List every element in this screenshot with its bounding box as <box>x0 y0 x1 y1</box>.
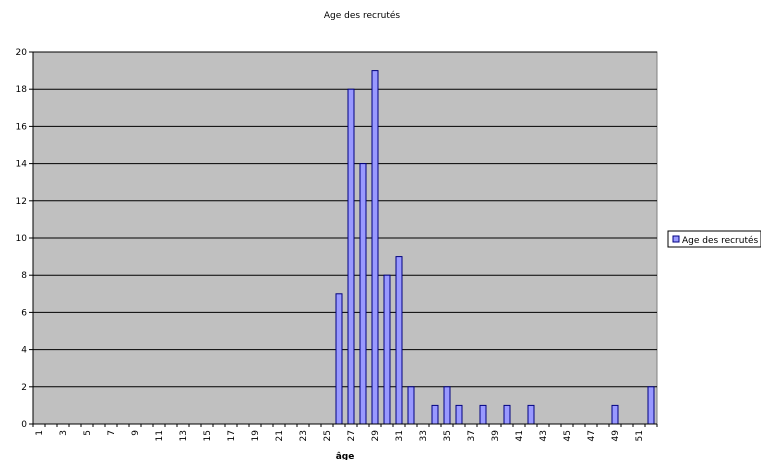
x-axis: 1 3 5 7 9 11 13 15 17 19 21 23 25 27 29 31 33 35 37 39 41 43 4… <box>32 423 658 442</box>
bar-age-29 <box>371 70 379 425</box>
x-tick-label: 41 <box>515 430 525 441</box>
bar-age-42 <box>527 404 535 425</box>
x-tick-label: 9 <box>131 430 141 436</box>
bar-age-26 <box>335 293 343 425</box>
y-tick-label: 10 <box>16 234 28 244</box>
x-tick-label: 11 <box>155 430 165 441</box>
x-tick-label: 31 <box>395 430 405 441</box>
y-tick-label: 20 <box>16 48 28 58</box>
y-tick-label: 18 <box>16 85 28 95</box>
bar-age-38 <box>479 404 487 425</box>
x-tick-label: 3 <box>59 430 69 436</box>
x-tick-label: 37 <box>467 430 477 441</box>
bar-age-35 <box>443 386 451 425</box>
y-axis: 0 2 4 6 8 10 12 14 16 18 20 <box>16 48 34 430</box>
bar-age-40 <box>503 404 511 425</box>
x-tick-label: 47 <box>587 430 597 441</box>
bar-age-36 <box>455 404 463 425</box>
bar-age-52 <box>647 386 655 425</box>
y-tick-label: 14 <box>16 160 28 170</box>
x-tick-label: 15 <box>203 430 213 441</box>
x-tick-label: 43 <box>539 430 549 441</box>
x-tick-label: 23 <box>299 430 309 441</box>
x-tick-label: 21 <box>275 430 285 441</box>
x-tick-label: 51 <box>635 430 645 441</box>
bar-age-32 <box>407 386 415 425</box>
x-tick-label: 5 <box>83 430 93 436</box>
bar-age-28 <box>359 163 367 425</box>
x-tick-label: 45 <box>563 430 573 441</box>
x-tick-label: 33 <box>419 430 429 441</box>
x-tick-label: 17 <box>227 430 237 441</box>
legend-swatch <box>672 235 680 243</box>
legend-box <box>667 230 761 248</box>
x-tick-label: 39 <box>491 430 501 442</box>
y-tick-label: 0 <box>21 420 27 430</box>
x-tick-label: 35 <box>443 430 453 441</box>
y-tick-label: 4 <box>21 346 27 356</box>
gridlines <box>33 51 657 388</box>
y-tick-label: 6 <box>21 308 27 318</box>
bar-age-27 <box>347 88 355 425</box>
y-tick-label: 8 <box>21 271 27 281</box>
bar-age-30 <box>383 274 391 425</box>
legend-label: Age des recrutés <box>682 235 759 246</box>
y-tick-label: 12 <box>16 197 27 207</box>
bar-age-34 <box>431 404 439 425</box>
bar-age-49 <box>611 404 619 425</box>
x-tick-label: 19 <box>251 430 261 442</box>
x-tick-label: 49 <box>611 430 621 442</box>
chart-title: Age des recrutés <box>324 10 401 21</box>
x-tick-label: 13 <box>179 430 189 441</box>
x-tick-label: 27 <box>347 430 357 441</box>
legend: Age des recrutés <box>667 230 761 248</box>
x-tick-label: 1 <box>35 430 45 436</box>
x-axis-label: âge <box>336 452 355 460</box>
y-tick-label: 16 <box>16 122 28 132</box>
x-tick-label: 7 <box>107 430 117 436</box>
y-tick-label: 2 <box>21 383 27 393</box>
x-tick-label: 29 <box>371 430 381 442</box>
bar-age-31 <box>395 256 403 425</box>
x-tick-label: 25 <box>323 430 333 441</box>
